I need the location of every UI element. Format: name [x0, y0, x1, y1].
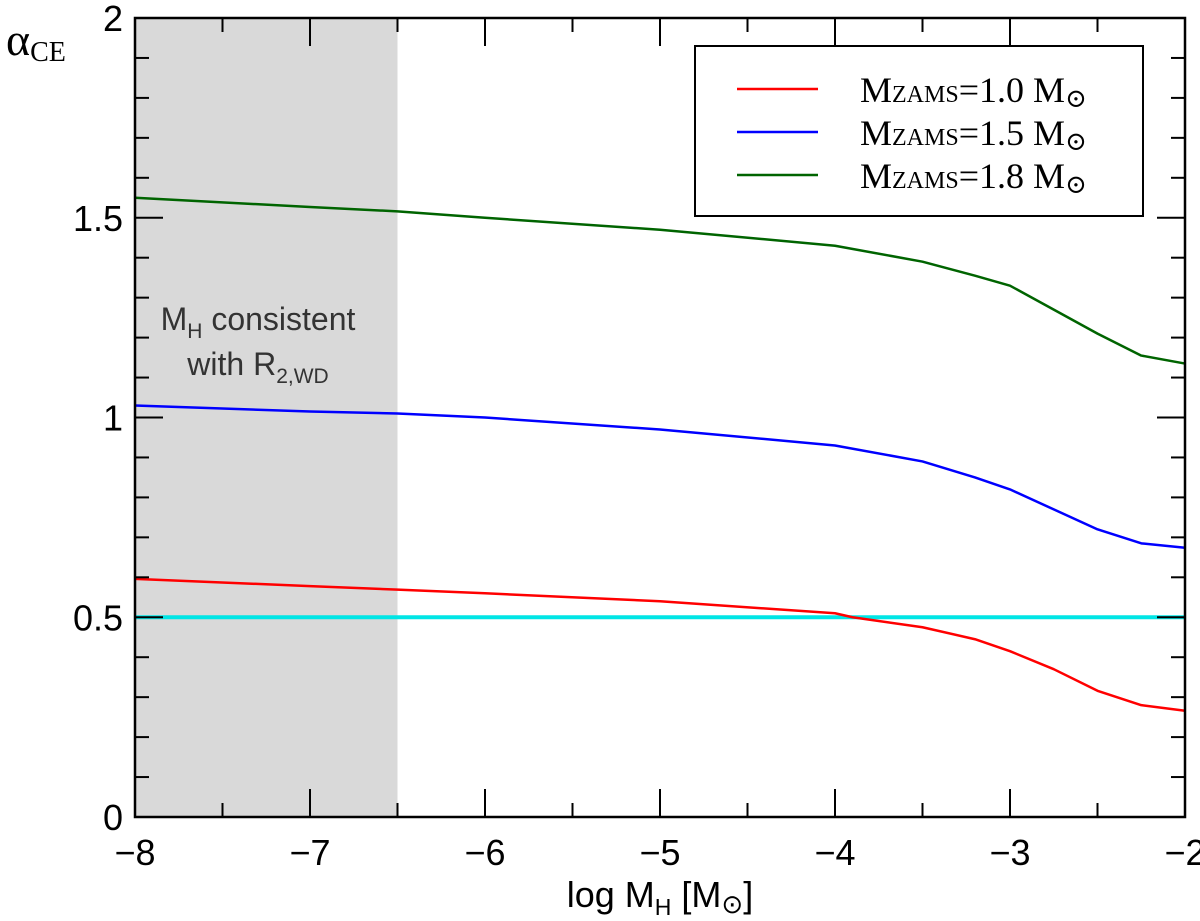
shaded-region	[135, 18, 398, 817]
legend-label: MZAMS=1.0 M⊙	[860, 70, 1087, 113]
ticks	[134, 17, 1186, 818]
x-axis-label: log MH [M⊙]	[567, 874, 753, 920]
x-tick-label: −2	[1164, 832, 1200, 873]
x-tick-label: −7	[289, 832, 330, 873]
annotation-line2: with R2,WD	[186, 346, 328, 388]
y-tick-label: 0	[103, 797, 123, 838]
y-tick-label: 1	[103, 398, 123, 439]
x-tick-label: −3	[989, 832, 1030, 873]
tick-labels: −8 −7 −6 −5 −4 −3 −2 0 0.5 1 1.5 2	[73, 0, 1200, 873]
series-layer	[134, 196, 1186, 712]
y-axis-label: αCE	[6, 14, 66, 68]
x-tick-label: −4	[814, 832, 855, 873]
y-tick-label: 2	[103, 0, 123, 39]
y-tick-label: 0.5	[73, 597, 123, 638]
legend-label: MZAMS=1.8 M⊙	[860, 156, 1087, 199]
legend-label: MZAMS=1.5 M⊙	[860, 113, 1087, 156]
series-line-1	[134, 577, 1186, 712]
x-tick-label: −5	[639, 832, 680, 873]
x-tick-label: −8	[114, 832, 155, 873]
series-line-3	[134, 196, 1186, 365]
series-line-2	[134, 404, 1186, 549]
legend: MZAMS=1.0 M⊙MZAMS=1.5 M⊙MZAMS=1.8 M⊙	[694, 45, 1144, 217]
annotation-line1: MH consistent	[161, 301, 356, 343]
x-tick-label: −6	[464, 832, 505, 873]
y-tick-label: 1.5	[73, 198, 123, 239]
